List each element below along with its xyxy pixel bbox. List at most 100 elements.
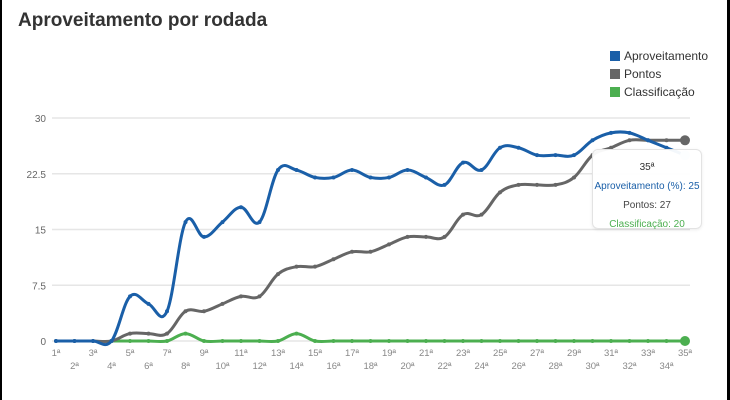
data-point[interactable] [498, 190, 502, 195]
series-aproveitamento[interactable] [54, 130, 690, 347]
data-point[interactable] [516, 182, 521, 187]
data-point[interactable] [350, 339, 354, 343]
data-point[interactable] [553, 153, 558, 158]
data-point[interactable] [627, 130, 632, 135]
data-point[interactable] [128, 339, 132, 343]
legend-item-pontos[interactable]: Pontos [610, 65, 708, 83]
data-point[interactable] [627, 138, 632, 143]
data-point[interactable] [91, 339, 95, 343]
data-point[interactable] [257, 339, 262, 343]
data-point[interactable] [516, 145, 521, 150]
data-point[interactable] [387, 339, 391, 343]
data-point[interactable] [387, 242, 391, 247]
data-point[interactable] [590, 339, 595, 343]
data-point[interactable] [535, 153, 539, 158]
data-point[interactable] [220, 301, 225, 306]
data-point[interactable] [350, 168, 354, 173]
data-point[interactable] [424, 175, 428, 180]
data-point[interactable] [680, 336, 690, 346]
data-point[interactable] [239, 339, 243, 343]
data-point[interactable] [239, 205, 243, 210]
data-point[interactable] [331, 339, 336, 343]
data-point[interactable] [128, 331, 132, 336]
data-point[interactable] [368, 175, 373, 180]
data-point[interactable] [609, 145, 613, 150]
data-point[interactable] [664, 339, 669, 343]
data-point[interactable] [313, 175, 317, 180]
data-point[interactable] [664, 145, 669, 150]
data-point[interactable] [646, 138, 650, 143]
data-point[interactable] [368, 339, 373, 343]
data-point[interactable] [553, 339, 558, 343]
data-point[interactable] [276, 339, 280, 343]
data-point[interactable] [183, 220, 188, 225]
legend-item-classificacao[interactable]: Classificação [610, 83, 708, 101]
data-point[interactable] [220, 339, 225, 343]
data-point[interactable] [479, 212, 484, 217]
data-point[interactable] [331, 175, 336, 180]
legend-item-aproveitamento[interactable]: Aproveitamento [610, 47, 708, 65]
data-point[interactable] [257, 220, 262, 225]
data-point[interactable] [387, 175, 391, 180]
data-point[interactable] [680, 135, 690, 146]
data-point[interactable] [257, 294, 262, 299]
data-point[interactable] [516, 339, 521, 343]
data-point[interactable] [202, 339, 206, 343]
data-point[interactable] [405, 339, 410, 343]
data-point[interactable] [313, 264, 317, 269]
data-point[interactable] [146, 331, 151, 336]
data-point[interactable] [313, 339, 317, 343]
data-point[interactable] [183, 331, 188, 336]
data-point[interactable] [461, 212, 465, 217]
data-point[interactable] [424, 339, 428, 343]
data-point[interactable] [146, 301, 151, 306]
data-point[interactable] [646, 339, 650, 343]
data-point[interactable] [405, 168, 410, 173]
data-point[interactable] [54, 339, 58, 343]
data-point[interactable] [350, 249, 354, 254]
data-point[interactable] [220, 220, 225, 225]
data-point[interactable] [590, 138, 595, 143]
data-point[interactable] [461, 339, 465, 343]
data-point[interactable] [572, 175, 576, 180]
data-point[interactable] [128, 294, 132, 299]
data-point[interactable] [442, 234, 447, 239]
data-point[interactable] [535, 182, 539, 187]
data-point[interactable] [276, 168, 280, 173]
data-point[interactable] [294, 264, 299, 269]
data-point[interactable] [294, 168, 299, 173]
data-point[interactable] [442, 339, 447, 343]
data-point[interactable] [165, 331, 169, 336]
data-point[interactable] [461, 160, 465, 165]
data-point[interactable] [664, 138, 669, 143]
data-point[interactable] [405, 234, 410, 239]
data-point[interactable] [183, 309, 188, 314]
data-point[interactable] [165, 339, 169, 343]
data-point[interactable] [627, 339, 632, 343]
data-point[interactable] [109, 339, 114, 343]
data-point[interactable] [609, 339, 613, 343]
data-point[interactable] [276, 272, 280, 277]
data-point[interactable] [72, 339, 77, 343]
data-point[interactable] [479, 168, 484, 173]
data-point[interactable] [609, 130, 613, 135]
data-point[interactable] [202, 234, 206, 239]
data-point[interactable] [479, 339, 484, 343]
data-point[interactable] [239, 294, 243, 299]
data-point[interactable] [368, 249, 373, 254]
data-point[interactable] [331, 257, 336, 262]
data-point[interactable] [535, 339, 539, 343]
data-point[interactable] [572, 153, 576, 158]
data-point[interactable] [498, 339, 502, 343]
data-point[interactable] [553, 182, 558, 187]
data-point[interactable] [424, 234, 428, 239]
data-point[interactable] [498, 145, 502, 150]
data-point[interactable] [146, 339, 151, 343]
data-point[interactable] [165, 309, 169, 314]
data-point[interactable] [294, 331, 299, 336]
data-point[interactable] [572, 339, 576, 343]
series-classificacao[interactable] [109, 331, 691, 346]
data-point[interactable] [202, 309, 206, 314]
data-point[interactable] [442, 182, 447, 187]
